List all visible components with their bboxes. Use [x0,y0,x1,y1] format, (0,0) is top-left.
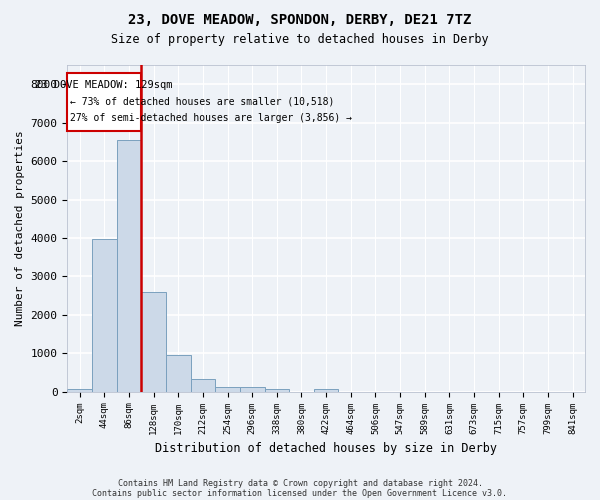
Bar [240,388,265,392]
Bar [191,380,215,392]
Bar [141,292,166,392]
Bar [116,140,141,392]
FancyBboxPatch shape [67,72,141,131]
Text: Contains HM Land Registry data © Crown copyright and database right 2024.: Contains HM Land Registry data © Crown c… [118,478,482,488]
Bar [92,238,116,392]
Bar [166,355,191,392]
X-axis label: Distribution of detached houses by size in Derby: Distribution of detached houses by size … [155,442,497,455]
Bar [265,388,289,392]
Bar [314,389,338,392]
Text: Contains public sector information licensed under the Open Government Licence v3: Contains public sector information licen… [92,488,508,498]
Bar [215,386,240,392]
Y-axis label: Number of detached properties: Number of detached properties [15,130,25,326]
Text: Size of property relative to detached houses in Derby: Size of property relative to detached ho… [111,32,489,46]
Bar [67,389,92,392]
Text: 27% of semi-detached houses are larger (3,856) →: 27% of semi-detached houses are larger (… [70,113,352,123]
Text: 23 DOVE MEADOW: 129sqm: 23 DOVE MEADOW: 129sqm [35,80,173,90]
Text: ← 73% of detached houses are smaller (10,518): ← 73% of detached houses are smaller (10… [70,96,334,106]
Text: 23, DOVE MEADOW, SPONDON, DERBY, DE21 7TZ: 23, DOVE MEADOW, SPONDON, DERBY, DE21 7T… [128,12,472,26]
